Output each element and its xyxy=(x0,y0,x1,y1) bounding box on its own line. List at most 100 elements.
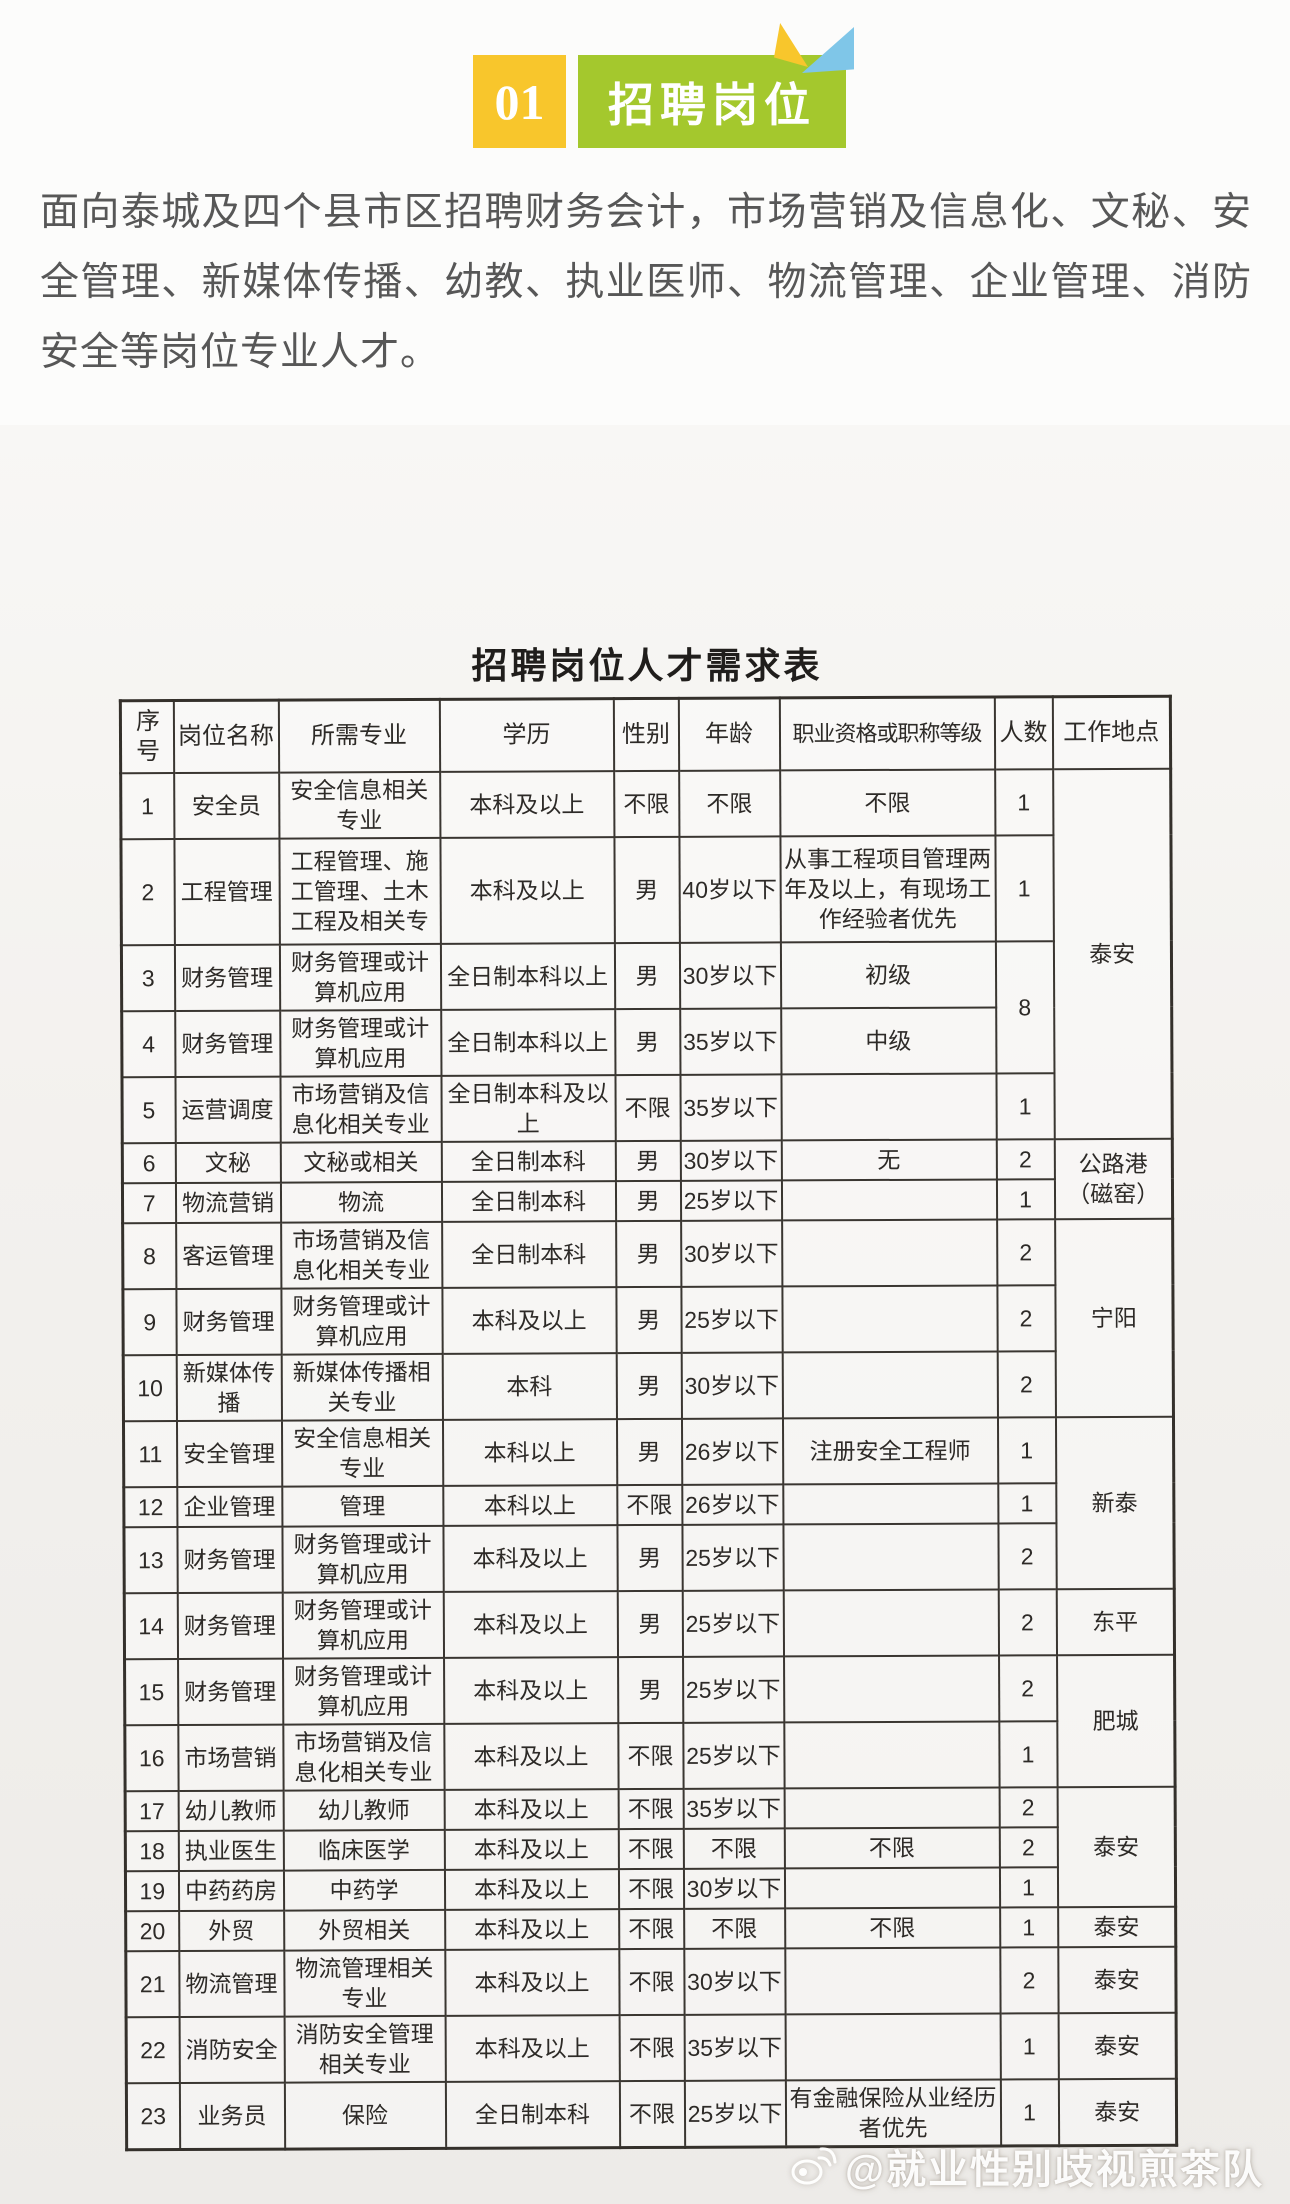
gender-cell: 男 xyxy=(615,1286,682,1353)
work-location-cell: 公路港（磁窑） xyxy=(1054,1138,1173,1219)
work-location-cell: 泰安 xyxy=(1058,2012,1177,2079)
row-number-cell: 22 xyxy=(126,2016,180,2083)
gender-cell: 男 xyxy=(616,1352,682,1419)
position-name-cell: 企业管理 xyxy=(176,1486,282,1527)
work-location-cell: 泰安 xyxy=(1057,1786,1176,1907)
degree-cell: 全日制本科 xyxy=(441,1140,616,1182)
row-number-cell: 12 xyxy=(123,1486,177,1527)
degree-cell: 本科及以上 xyxy=(442,1524,618,1592)
row-number-cell: 13 xyxy=(123,1526,178,1593)
row-number-cell: 5 xyxy=(121,1076,176,1143)
section-title: 招聘岗位 xyxy=(608,78,816,131)
qualification-cell xyxy=(782,1522,999,1590)
age-limit-cell: 30岁以下 xyxy=(680,1219,782,1287)
table-wrapper: 序号 岗位名称 所需专业 学历 性别 年龄 职业资格或职称等级 人数 工作地点 1 安全员 安全信息… xyxy=(118,694,1179,2151)
table-row: 5 运营调度 市场营销及信息化相关专业 全日制本科及以上 不限 35岁以下 1 xyxy=(121,1072,1172,1143)
qualification-cell xyxy=(785,2012,1001,2080)
table-header-row: 序号 岗位名称 所需专业 学历 性别 年龄 职业资格或职称等级 人数 工作地点 xyxy=(120,696,1171,773)
age-limit-cell: 25岁以下 xyxy=(682,1655,784,1723)
position-name-cell: 文秘 xyxy=(175,1142,281,1183)
section-header: 01 招聘岗位 xyxy=(473,23,854,148)
gender-cell: 男 xyxy=(614,1008,680,1075)
required-major-cell: 消防安全管理相关专业 xyxy=(284,2015,446,2083)
gender-cell: 男 xyxy=(617,1656,683,1723)
headcount-cell: 2 xyxy=(999,1946,1059,2013)
position-name-cell: 外贸 xyxy=(178,1910,284,1951)
row-number-cell: 15 xyxy=(124,1658,178,1725)
degree-cell: 全日制本科 xyxy=(445,2080,620,2148)
table-row: 8 客运管理 市场营销及信息化相关专业 全日制本科男 30岁以下 2 宁阳 xyxy=(122,1218,1174,1417)
required-major-cell: 市场营销及信息化相关专业 xyxy=(279,1075,442,1143)
headcount-cell: 2 xyxy=(998,1588,1057,1655)
age-limit-cell: 不限 xyxy=(678,769,780,837)
column-header: 职业资格或职称等级 xyxy=(779,696,995,770)
position-name-cell: 客运管理 xyxy=(175,1222,281,1289)
position-name-cell: 财务管理 xyxy=(174,944,280,1011)
qualification-cell: 无 xyxy=(781,1138,997,1180)
gender-cell: 男 xyxy=(616,1418,682,1485)
age-limit-cell: 不限 xyxy=(683,1827,785,1869)
degree-cell: 全日制本科 xyxy=(441,1220,616,1288)
table-row: 9 财务管理 财务管理或计算机应用 本科及以上男 25岁以下 2 xyxy=(122,1284,1173,1355)
age-limit-cell: 30岁以下 xyxy=(683,1947,786,2015)
gender-cell: 不限 xyxy=(618,1908,684,1949)
work-location-cell: 泰安 xyxy=(1052,768,1173,1139)
recruitment-table: 序号 岗位名称 所需专业 学历 性别 年龄 职业资格或职称等级 人数 工作地点 1 安全员 安全信息… xyxy=(118,694,1179,2151)
row-number-cell: 19 xyxy=(125,1870,179,1911)
qualification-cell: 从事工程项目管理两年及以上，有现场工作经验者优先 xyxy=(779,834,996,942)
position-name-cell: 安全员 xyxy=(173,772,279,839)
required-major-cell: 中药学 xyxy=(283,1869,445,1911)
required-major-cell: 文秘或相关 xyxy=(280,1141,442,1183)
row-number-cell: 1 xyxy=(120,772,174,839)
degree-cell: 全日制本科以上 xyxy=(440,1008,615,1076)
row-number-cell: 21 xyxy=(125,1950,180,2017)
degree-cell: 本科及以上 xyxy=(443,1590,618,1658)
qualification-cell xyxy=(783,1654,999,1722)
required-major-cell: 工程管理、施工管理、土木工程及相关专 xyxy=(278,837,441,945)
headcount-cell: 1 xyxy=(995,1072,1055,1139)
degree-cell: 本科及以上 xyxy=(441,1286,617,1354)
section-number-badge: 01 xyxy=(473,55,566,148)
table-row: 13 财务管理 财务管理或计算机应用 本科及以上男 25岁以下 2 xyxy=(123,1522,1174,1593)
age-limit-cell: 25岁以下 xyxy=(682,1721,785,1789)
age-limit-cell: 35岁以下 xyxy=(679,1073,782,1141)
position-name-cell: 市场营销 xyxy=(177,1724,284,1791)
work-location-cell: 宁阳 xyxy=(1054,1218,1174,1417)
gender-cell: 不限 xyxy=(618,1948,685,2015)
qualification-cell xyxy=(784,1786,1000,1828)
qualification-cell: 初级 xyxy=(780,940,996,1008)
degree-cell: 本科及以上 xyxy=(443,1656,618,1724)
column-header: 性别 xyxy=(613,698,679,771)
degree-cell: 本科及以上 xyxy=(444,1788,619,1830)
required-major-cell: 财务管理或计算机应用 xyxy=(281,1525,444,1593)
gender-cell: 男 xyxy=(615,1220,681,1287)
required-major-cell: 安全信息相关专业 xyxy=(281,1419,443,1487)
table-row: 1 安全员 安全信息相关专业 本科及以上 不限 不限 不限 1 泰安 xyxy=(120,768,1173,1139)
table-row: 11 安全管理 安全信息相关专业 本科以上男 26岁以下 注册安全工程师 1 新泰 xyxy=(123,1416,1175,1589)
gender-cell: 不限 xyxy=(618,1828,684,1869)
age-limit-cell: 25岁以下 xyxy=(681,1523,784,1591)
position-name-cell: 财务管理 xyxy=(177,1592,283,1659)
qualification-cell xyxy=(783,1720,1000,1788)
decorative-triangle-blue-icon xyxy=(802,27,854,73)
table-row: 15 财务管理 财务管理或计算机应用 本科及以上男 25岁以下 2 肥城 xyxy=(124,1654,1176,1787)
table-row: 6 文秘 文秘或相关 全日制本科男 30岁以下无 2 公路港（磁窑） xyxy=(122,1138,1173,1219)
row-number-cell: 9 xyxy=(122,1288,177,1355)
degree-cell: 本科及以上 xyxy=(445,2014,620,2082)
position-name-cell: 业务员 xyxy=(179,2082,285,2150)
degree-cell: 全日制本科 xyxy=(441,1180,616,1222)
row-number-cell: 10 xyxy=(123,1354,177,1421)
work-location-cell: 泰安 xyxy=(1058,2078,1177,2146)
age-limit-cell: 26岁以下 xyxy=(681,1483,783,1525)
qualification-cell: 中级 xyxy=(780,1006,996,1074)
age-limit-cell: 30岁以下 xyxy=(680,1139,782,1181)
headcount-cell: 1 xyxy=(1000,2078,1059,2146)
table-row: 14 财务管理 财务管理或计算机应用 本科及以上男 25岁以下 2 东平 xyxy=(124,1588,1175,1659)
row-number-cell: 18 xyxy=(125,1830,179,1871)
qualification-cell: 不限 xyxy=(784,1826,1000,1868)
headcount-cell: 1 xyxy=(996,1178,1055,1219)
degree-cell: 本科以上 xyxy=(442,1484,617,1526)
headcount-cell: 1 xyxy=(997,1482,1056,1523)
row-number-cell: 20 xyxy=(125,1910,179,1951)
degree-cell: 本科及以上 xyxy=(444,1828,619,1870)
